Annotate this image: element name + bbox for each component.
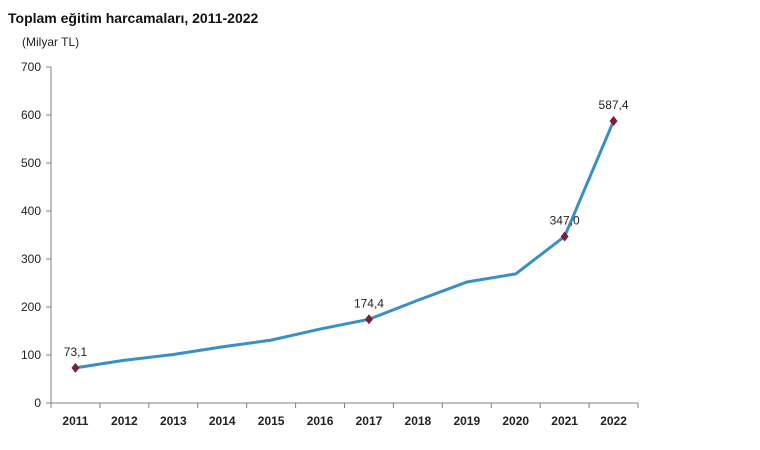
data-point-marker [609,116,618,127]
x-tick-label: 2017 [356,414,383,428]
x-tick-label: 2022 [600,414,627,428]
x-tick-label: 2013 [160,414,187,428]
y-tick-label: 100 [21,348,41,362]
x-tick-label: 2019 [453,414,480,428]
x-tick-label: 2011 [62,414,88,428]
y-tick-label: 200 [21,300,41,314]
x-tick-label: 2020 [502,414,529,428]
y-tick-label: 600 [21,108,41,122]
data-label: 347,0 [550,213,580,227]
data-label: 174,4 [354,296,384,310]
y-tick-label: 500 [21,156,41,170]
data-label: 73,1 [64,345,88,359]
x-tick-label: 2016 [307,414,334,428]
series-line [75,120,615,370]
y-tick-label: 700 [21,60,41,74]
data-point-marker [71,362,80,373]
x-tick-label: 2015 [258,414,285,428]
data-point-marker [560,231,569,242]
chart-title: Toplam eğitim harcamaları, 2011-2022 [8,10,259,26]
y-tick-label: 0 [34,396,41,410]
y-axis-unit-label: (Milyar TL) [22,35,80,49]
x-tick-label: 2012 [111,414,138,428]
x-tick-label: 2014 [209,414,236,428]
data-label: 587,4 [599,98,629,112]
y-tick-label: 300 [21,252,41,266]
data-point-marker [364,314,373,325]
x-tick-label: 2018 [405,414,432,428]
y-tick-label: 400 [21,204,41,218]
x-tick-label: 2021 [551,414,578,428]
